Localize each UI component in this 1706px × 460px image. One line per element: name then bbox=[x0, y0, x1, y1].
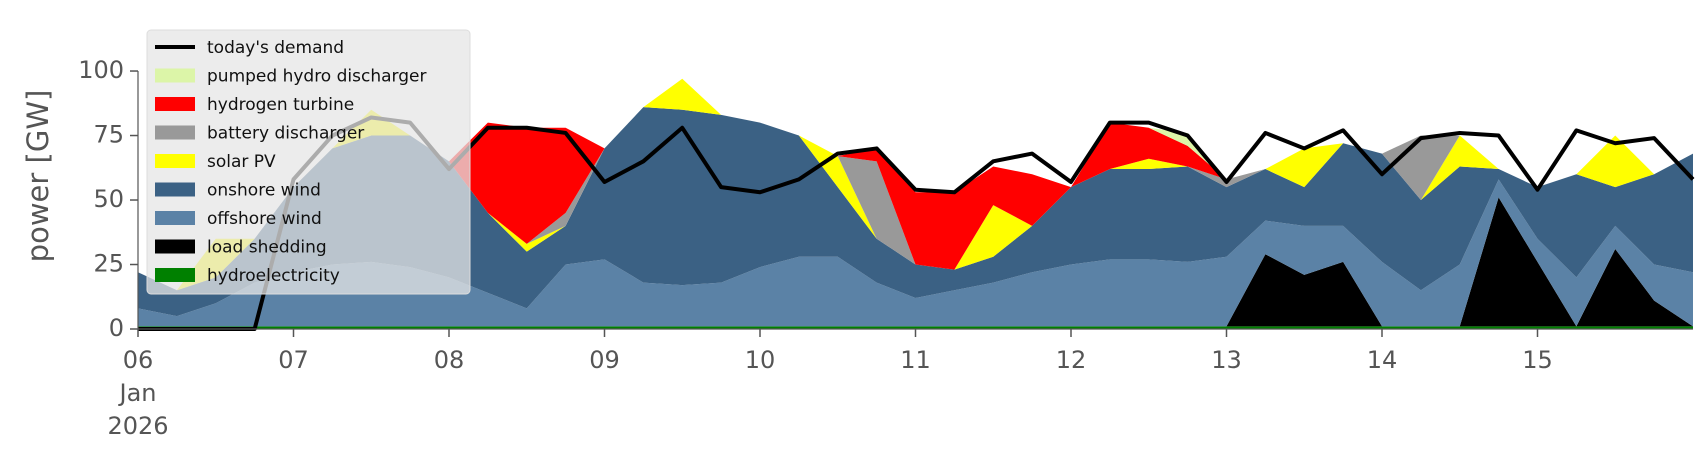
x-tick-label: 10 bbox=[745, 346, 776, 374]
x-tick-label: 15 bbox=[1522, 346, 1553, 374]
area bbox=[138, 197, 1693, 327]
y-tick-label: 50 bbox=[93, 185, 124, 213]
x-tick-label: 13 bbox=[1211, 346, 1242, 374]
area bbox=[138, 78, 1693, 291]
area bbox=[138, 107, 1693, 317]
y-tick-label: 100 bbox=[78, 56, 124, 84]
x-tick-label: 09 bbox=[589, 346, 620, 374]
legend-label: onshore wind bbox=[207, 181, 321, 201]
x-tick-label: 12 bbox=[1056, 346, 1087, 374]
area bbox=[138, 326, 1693, 329]
legend-label: today's demand bbox=[207, 38, 344, 58]
x-tick-label: 06 Jan 2026 bbox=[107, 346, 168, 440]
legend-patch bbox=[155, 182, 195, 197]
legend-patch bbox=[155, 239, 195, 254]
y-tick-label: 25 bbox=[93, 250, 124, 278]
legend-box bbox=[146, 29, 471, 295]
legend-patch bbox=[155, 97, 195, 111]
legend-label: load shedding bbox=[207, 238, 327, 258]
x-tick-label: 08 bbox=[434, 346, 465, 374]
legend-label: hydroelectricity bbox=[207, 266, 340, 286]
legend-label: offshore wind bbox=[207, 209, 322, 229]
legend-label: pumped hydro discharger bbox=[207, 67, 426, 87]
x-tick-label: 11 bbox=[900, 346, 931, 374]
legend-patch bbox=[155, 211, 195, 225]
legend-patch bbox=[155, 154, 195, 168]
legend-patch bbox=[155, 268, 195, 282]
y-axis-label: power [GW] bbox=[21, 90, 55, 263]
legend-patch bbox=[155, 68, 195, 83]
legend-patch bbox=[155, 125, 195, 140]
area bbox=[138, 179, 1693, 327]
legend-label: solar PV bbox=[207, 152, 276, 172]
x-tick-label: 07 bbox=[278, 346, 309, 374]
y-tick-label: 75 bbox=[93, 121, 124, 149]
legend-label: hydrogen turbine bbox=[207, 95, 354, 115]
y-tick-label: 0 bbox=[109, 314, 124, 342]
x-tick-label: 14 bbox=[1367, 346, 1398, 374]
legend-label: battery discharger bbox=[207, 124, 364, 144]
